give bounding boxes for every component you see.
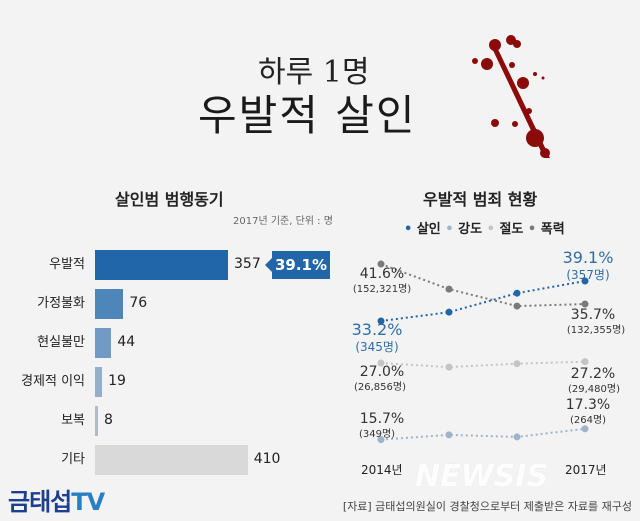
data-point — [581, 277, 589, 285]
data-point — [581, 300, 589, 308]
bar — [95, 367, 103, 397]
legend-dot-icon: • — [486, 222, 500, 237]
theft-start-pct: 27.0% — [359, 364, 405, 380]
series-line-절도 — [380, 360, 586, 369]
line-chart-legend: • 살인 • 강도 • 절도 • 폭력 — [404, 222, 565, 238]
violence-start-pct: 41.6% — [359, 266, 405, 282]
series-line-강도 — [380, 427, 586, 441]
x-tick-2014: 2014년 — [361, 463, 403, 477]
murder-end-count: (357명) — [566, 268, 610, 282]
blood-splatter-icon — [472, 35, 550, 158]
bar-category-label: 가정불화 — [37, 296, 85, 311]
data-point — [513, 302, 521, 310]
headline-line2: 우발적 살인 — [198, 91, 417, 140]
bar-chart-note: 2017년 기준, 단위 : 명 — [233, 216, 333, 227]
bar-value-label: 19 — [108, 373, 126, 389]
legend-dot-icon: • — [445, 222, 459, 237]
bar-category-label: 경제적 이익 — [21, 374, 85, 389]
legend-dot-icon: • — [527, 222, 541, 237]
watermark: NEWSIS — [415, 459, 549, 494]
data-point — [581, 425, 589, 433]
data-point — [377, 359, 385, 367]
robbery-end-count: (264명) — [569, 415, 607, 426]
violence-end-count: (132,355명) — [566, 325, 626, 336]
bar-value-label: 76 — [129, 295, 148, 311]
highlight-callout: 39.1% — [265, 251, 330, 279]
theft-end-count: (29,480명) — [568, 384, 620, 395]
legend-robbery: 강도 — [458, 222, 483, 237]
data-point — [377, 436, 385, 444]
data-point — [377, 260, 385, 268]
data-point — [445, 431, 453, 439]
murder-start-count: (345명) — [355, 340, 399, 354]
data-point — [513, 289, 521, 297]
robbery-start-pct: 15.7% — [359, 411, 405, 427]
theft-start-count: (26,856명) — [354, 382, 406, 393]
data-point — [445, 363, 453, 371]
murder-start-pct: 33.2% — [351, 320, 403, 339]
headline-line1: 하루 1명 — [258, 55, 370, 90]
bar-value-label: 44 — [117, 334, 136, 350]
bar — [95, 445, 248, 475]
source-note: [자료] 금태섭의원실이 경찰청으로부터 제출받은 자료를 재구성 — [342, 500, 632, 513]
violence-end-pct: 35.7% — [570, 307, 616, 323]
legend-murder: 살인 — [416, 222, 441, 237]
violence-start-count: (152,321명) — [352, 284, 412, 295]
bar-category-label: 우발적 — [49, 257, 85, 272]
bar — [95, 406, 98, 436]
series-line-폭력 — [380, 263, 586, 308]
bar-category-label: 현실불만 — [37, 335, 85, 350]
bar-value-label: 8 — [104, 412, 113, 428]
robbery-end-pct: 17.3% — [565, 397, 611, 413]
legend-violence: 폭력 — [540, 222, 565, 237]
line-chart-title: 우발적 범죄 현황 — [423, 190, 538, 209]
legend-dot-icon: • — [404, 222, 417, 237]
bar-value-label: 357 — [234, 256, 261, 272]
bar — [95, 289, 124, 319]
data-point — [445, 308, 453, 316]
bar-category-label: 보복 — [61, 413, 85, 428]
bar-value-label: 410 — [253, 451, 281, 467]
bar-chart-title: 살인범 범행동기 — [115, 190, 224, 209]
data-point — [445, 285, 453, 293]
legend-theft: 절도 — [499, 222, 524, 237]
murder-end-pct: 39.1% — [562, 248, 614, 267]
robbery-start-count: (349명) — [358, 429, 396, 440]
data-point — [513, 433, 521, 441]
data-point — [377, 317, 385, 325]
x-tick-2017: 2017년 — [565, 463, 607, 477]
bar — [95, 328, 112, 358]
data-point — [513, 360, 521, 368]
bar — [95, 250, 228, 280]
theft-end-pct: 27.2% — [570, 366, 616, 382]
bar-category-label: 기타 — [61, 452, 85, 467]
data-point — [581, 358, 589, 366]
logo: 금태섭TV — [8, 488, 105, 516]
